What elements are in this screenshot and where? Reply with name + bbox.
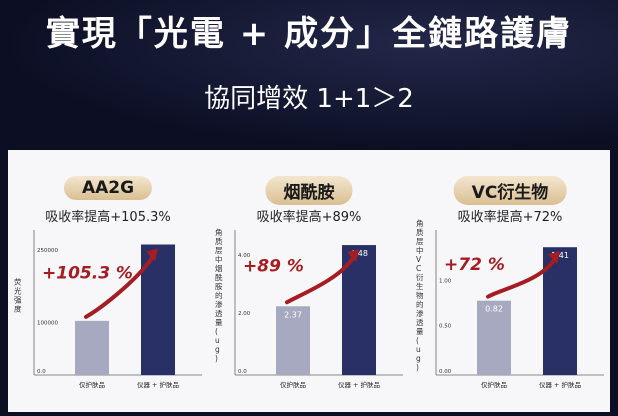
x-tick-label: 仪器 + 护肤品 <box>137 380 179 389</box>
increase-arrow-head <box>347 249 359 263</box>
y-axis-label: 荧光强度 <box>14 277 22 314</box>
bar-chart-aa2g: 荧光强度 0.0 100000 250000 仅护肤品 仪器 + 护肤品 +105.3 % <box>14 230 202 389</box>
bar-value-label: 1.41 <box>551 251 569 260</box>
y-tick-label: 0.00 <box>439 369 452 375</box>
bar-value-label: 4.48 <box>350 249 368 258</box>
increase-annotation: +89 % <box>243 257 304 277</box>
charts-panel: AA2G 吸收率提高+105.3% 荧光强度 0.0 100000 250000 仅护肤… <box>8 150 610 412</box>
x-tick-label: 仅护肤品 <box>280 380 306 389</box>
increase-arrow <box>84 252 156 319</box>
chart-card-niacinamide: 烟酰胺 吸收率提高+89% 角质层中烟酰胺的渗透量(u g) 0.0 2.00 4.00… <box>209 150 409 412</box>
increase-annotation: +72 % <box>444 255 505 275</box>
bar-value-label: 0.82 <box>485 305 503 314</box>
chart-title: 烟酰胺 <box>265 176 353 205</box>
y-tick-label: 0.0 <box>37 369 46 375</box>
bar-chart-vc-derivative: 角质层中 V C 衍生物的渗透量(u g) 0.00 0.50 1.00 0.82 仅护肤品 1.4… <box>416 218 604 389</box>
y-axis-label: 角质层中烟酰胺的渗透量(u g) <box>215 227 223 363</box>
chart-card-vc-derivative: VC衍生物 吸收率提高+72% 角质层中 V C 衍生物的渗透量(u g) 0.00 0.5… <box>410 150 610 412</box>
increase-annotation: +105.3 % <box>42 264 133 284</box>
y-tick-label: 100000 <box>37 321 58 327</box>
page-title: 實現「光電 + 成分」全鏈路護膚 <box>45 14 573 54</box>
bar <box>75 320 109 375</box>
y-tick-label: 0.50 <box>439 324 452 330</box>
increase-arrow <box>486 255 558 299</box>
x-tick-label: 仅护肤品 <box>481 380 507 389</box>
y-axis-label: 角质层中 V C 衍生物的渗透量(u g) <box>416 218 424 372</box>
increase-arrow-head <box>548 251 560 265</box>
x-tick-label: 仪器 + 护肤品 <box>539 380 581 389</box>
y-tick-label: 1.00 <box>439 278 452 284</box>
x-tick-label: 仅护肤品 <box>79 380 105 389</box>
increase-arrow <box>285 253 357 305</box>
chart-subtitle: 吸收率提高+89% <box>256 210 362 225</box>
chart-subtitle: 吸收率提高+105.3% <box>45 210 171 225</box>
x-tick-label: 仪器 + 护肤品 <box>338 380 380 389</box>
y-tick-label: 4.00 <box>238 253 251 259</box>
page-subtitle: 協同增效 1+1＞2 <box>204 84 414 114</box>
chart-subtitle: 吸收率提高+72% <box>457 210 563 225</box>
header-background <box>0 0 618 150</box>
bar-value-label: 2.37 <box>284 310 302 319</box>
increase-arrow-head <box>146 248 158 262</box>
y-tick-label: 250000 <box>37 248 58 254</box>
bar <box>477 300 511 375</box>
chart-title: AA2G <box>63 176 153 200</box>
chart-card-aa2g: AA2G 吸收率提高+105.3% 荧光强度 0.0 100000 250000 仅护肤… <box>8 150 208 412</box>
bar-chart-niacinamide: 角质层中烟酰胺的渗透量(u g) 0.0 2.00 4.00 2.37 仅护肤品 4.48 仪器… <box>215 227 403 389</box>
chart-title: VC衍生物 <box>453 176 567 205</box>
y-tick-label: 0.0 <box>238 369 247 375</box>
y-tick-label: 2.00 <box>238 311 251 317</box>
bar <box>276 306 310 375</box>
